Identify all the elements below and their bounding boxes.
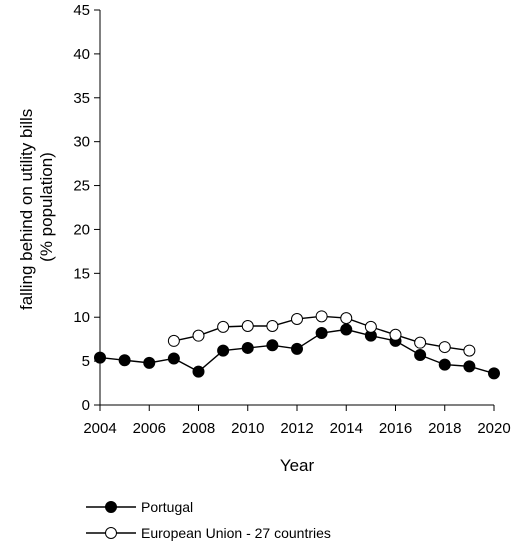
legend: Portugal European Union - 27 countries <box>86 499 331 541</box>
data-point-european-union-27-countries <box>192 329 205 342</box>
x-tick-label: 2018 <box>428 420 461 437</box>
data-point-european-union-27-countries <box>438 341 451 354</box>
y-tick-label: 20 <box>73 221 90 238</box>
y-tick-label: 25 <box>73 178 90 195</box>
data-point-portugal <box>340 323 353 336</box>
y-tick-label: 5 <box>82 353 90 370</box>
x-tick-label: 2012 <box>280 420 313 437</box>
y-axis-title-line-2: (% population) <box>37 152 56 262</box>
data-point-portugal <box>266 339 279 352</box>
data-point-european-union-27-countries <box>167 334 180 347</box>
x-tick-label: 2004 <box>83 420 116 437</box>
y-axis-title: falling behind on utility bills (% popul… <box>17 104 56 310</box>
data-point-european-union-27-countries <box>217 320 230 333</box>
y-tick-label: 15 <box>73 265 90 282</box>
legend-label-portugal: Portugal <box>141 499 193 515</box>
data-point-portugal <box>488 367 500 380</box>
data-point-portugal <box>241 341 254 354</box>
legend-label-european-union-27-countries: European Union - 27 countries <box>141 525 331 541</box>
data-point-european-union-27-countries <box>364 320 377 333</box>
data-point-portugal <box>167 352 180 365</box>
data-point-portugal <box>414 348 427 361</box>
y-tick-label: 30 <box>73 134 90 151</box>
x-tick-label: 2020 <box>477 420 510 437</box>
data-point-portugal <box>315 327 328 340</box>
data-point-portugal <box>217 344 230 357</box>
data-point-european-union-27-countries <box>389 328 402 341</box>
x-tick-label: 2008 <box>182 420 215 437</box>
data-point-portugal <box>463 360 476 373</box>
y-tick-label: 40 <box>73 46 90 63</box>
y-tick-label: 45 <box>73 2 90 19</box>
y-ticks: 0 5 10 15 20 25 30 35 40 45 <box>73 2 100 414</box>
x-tick-label: 2006 <box>133 420 166 437</box>
data-point-portugal <box>291 342 303 355</box>
y-tick-label: 35 <box>73 90 90 107</box>
x-axis-title: Year <box>280 456 315 475</box>
data-point-portugal <box>143 356 156 369</box>
data-point-portugal <box>118 354 131 367</box>
y-axis-title-line-1: falling behind on utility bills <box>17 109 36 310</box>
x-tick-label: 2016 <box>379 420 412 437</box>
data-point-european-union-27-countries <box>241 320 254 332</box>
data-point-portugal <box>192 365 205 378</box>
legend-marker-european-union-27-countries <box>105 527 117 539</box>
data-point-european-union-27-countries <box>414 336 427 349</box>
data-point-portugal <box>94 351 106 364</box>
x-tick-label: 2014 <box>330 420 363 437</box>
data-point-european-union-27-countries <box>340 312 353 325</box>
y-tick-label: 0 <box>82 397 90 414</box>
data-point-european-union-27-countries <box>315 310 328 323</box>
y-tick-label: 10 <box>73 309 90 326</box>
data-point-european-union-27-countries <box>291 312 303 325</box>
data-point-portugal <box>438 358 451 371</box>
x-tick-label: 2010 <box>231 420 264 437</box>
data-point-european-union-27-countries <box>463 344 476 357</box>
series-layer <box>94 310 500 380</box>
x-ticks: 2004 2006 2008 2010 2012 2014 2016 2018 2020 <box>83 405 511 437</box>
data-point-european-union-27-countries <box>266 320 279 332</box>
legend-marker-portugal <box>105 501 117 513</box>
